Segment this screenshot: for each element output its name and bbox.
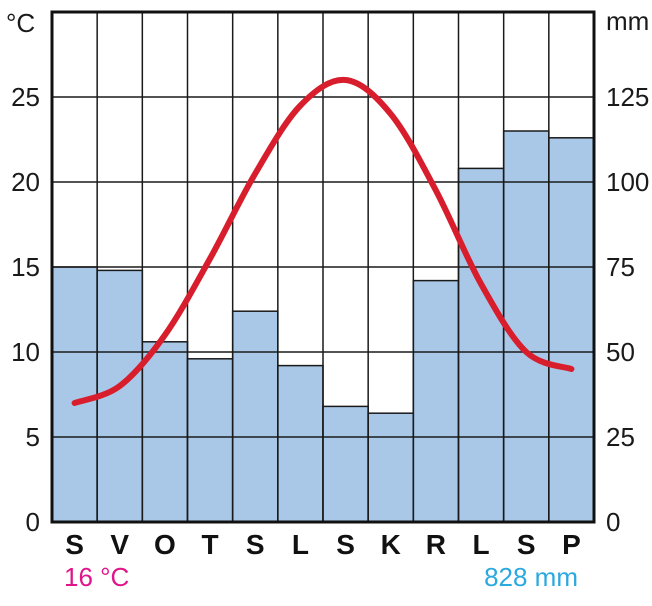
- month-label: P: [562, 529, 581, 560]
- temperature-tick-label: 25: [11, 82, 40, 112]
- precipitation-bar: [367, 412, 415, 523]
- temperature-tick-label: 10: [11, 337, 40, 367]
- month-label: T: [202, 529, 219, 560]
- precipitation-bar: [548, 137, 595, 523]
- precipitation-tick-label: 125: [606, 82, 649, 112]
- temperature-tick-label: 5: [26, 422, 40, 452]
- month-label: S: [246, 529, 265, 560]
- month-label: S: [336, 529, 355, 560]
- temperature-tick-label: 20: [11, 167, 40, 197]
- annual-temperature: 16 °C: [64, 562, 129, 592]
- temperature-line: [71, 76, 575, 406]
- temperature-unit-label: °C: [6, 8, 35, 38]
- precipitation-bar: [231, 310, 279, 523]
- month-label: S: [517, 529, 536, 560]
- month-label: S: [65, 529, 84, 560]
- precipitation-bar: [141, 341, 189, 523]
- month-label: V: [110, 529, 129, 560]
- temperature-tick-label: 15: [11, 252, 40, 282]
- annual-precipitation: 828 mm: [484, 562, 578, 592]
- precipitation-unit-label: mm: [606, 6, 649, 36]
- temperature-axis-ticks: 0 5 10 15 20 25: [11, 82, 40, 537]
- precipitation-tick-label: 0: [606, 507, 620, 537]
- month-label: L: [292, 529, 309, 560]
- precipitation-bar: [502, 130, 550, 523]
- precipitation-tick-label: 75: [606, 252, 635, 282]
- precipitation-bars: [51, 130, 595, 523]
- precipitation-tick-label: 25: [606, 422, 635, 452]
- precipitation-bar: [412, 279, 460, 523]
- month-label: O: [154, 529, 176, 560]
- month-label: K: [381, 529, 401, 560]
- precipitation-bar: [457, 167, 505, 523]
- precipitation-bar: [322, 405, 369, 523]
- plot-frame: [50, 10, 596, 524]
- precipitation-tick-label: 50: [606, 337, 635, 367]
- precipitation-bar: [51, 266, 98, 523]
- precipitation-tick-label: 100: [606, 167, 649, 197]
- precipitation-bar: [277, 364, 324, 523]
- month-label: L: [473, 529, 490, 560]
- precipitation-axis-ticks: 0 25 50 75 100 125: [606, 82, 649, 537]
- month-label: R: [426, 529, 446, 560]
- temperature-series: [71, 76, 575, 406]
- precipitation-bar: [186, 358, 234, 523]
- temperature-tick-label: 0: [26, 507, 40, 537]
- grid-lines: [52, 12, 594, 522]
